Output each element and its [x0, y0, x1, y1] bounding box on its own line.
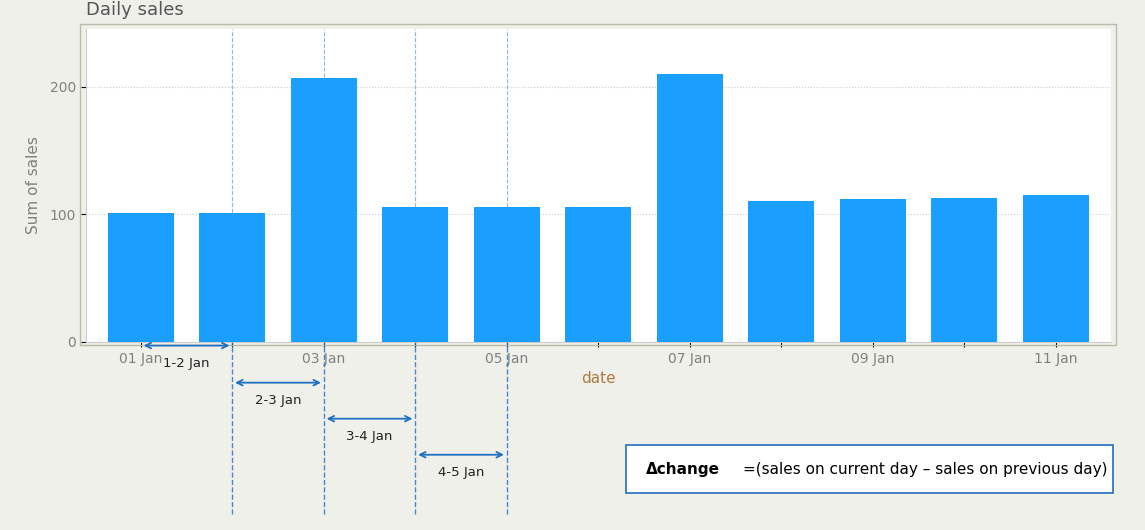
- Bar: [291, 78, 357, 342]
- Text: Δchange: Δchange: [646, 462, 720, 476]
- Text: 3-4 Jan: 3-4 Jan: [346, 430, 393, 444]
- Bar: [657, 74, 722, 342]
- Text: 1-2 Jan: 1-2 Jan: [164, 357, 210, 370]
- Bar: [382, 207, 448, 342]
- Text: =(sales on current day – sales on previous day): =(sales on current day – sales on previo…: [743, 462, 1107, 476]
- Text: 2-3 Jan: 2-3 Jan: [255, 394, 301, 408]
- Bar: [839, 199, 906, 342]
- Bar: [1022, 195, 1089, 342]
- X-axis label: date: date: [581, 371, 616, 386]
- Y-axis label: Sum of sales: Sum of sales: [26, 137, 41, 234]
- Bar: [108, 213, 174, 342]
- Bar: [199, 213, 266, 342]
- Text: Daily sales: Daily sales: [86, 1, 183, 19]
- FancyBboxPatch shape: [626, 445, 1113, 493]
- Bar: [474, 207, 539, 342]
- Bar: [566, 207, 631, 342]
- Bar: [749, 201, 814, 342]
- Bar: [931, 198, 997, 342]
- Text: 4-5 Jan: 4-5 Jan: [437, 466, 484, 480]
